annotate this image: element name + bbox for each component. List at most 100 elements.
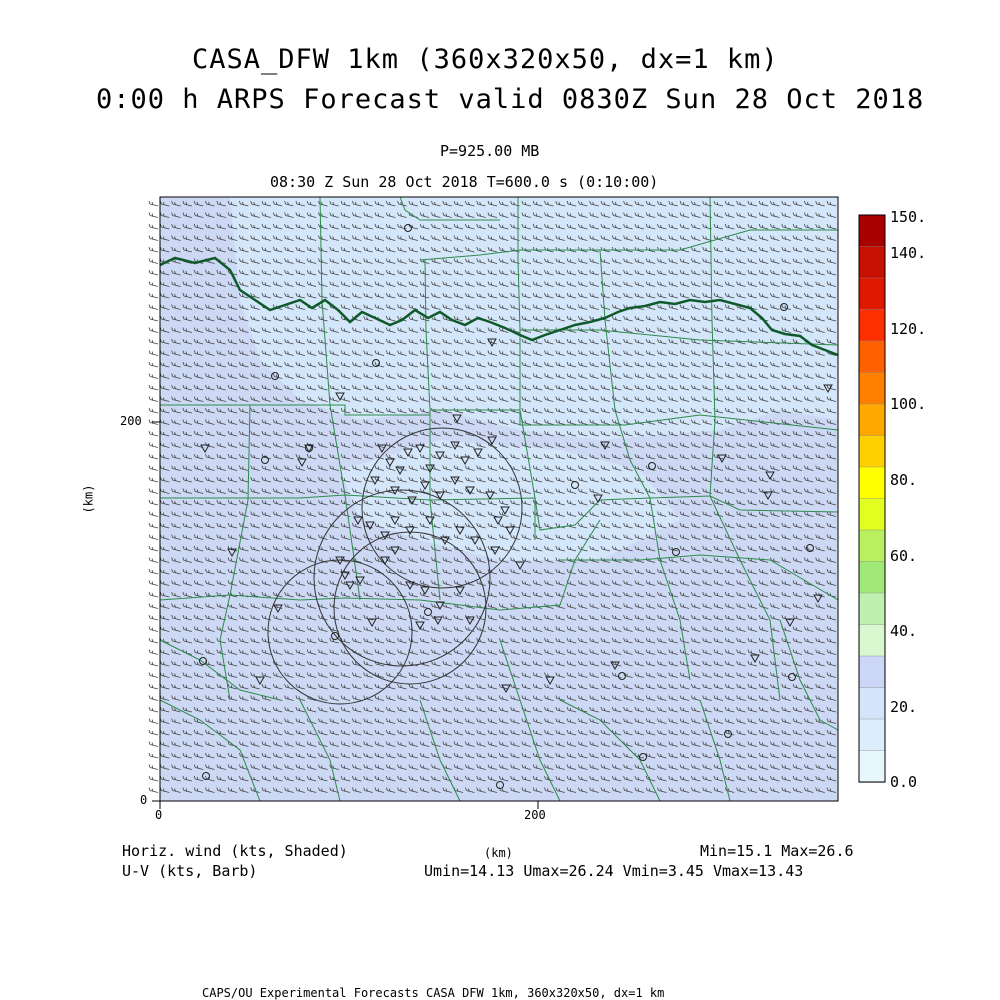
station-triangle: [390, 516, 400, 526]
station-triangle: [717, 454, 727, 464]
station-triangle: [763, 491, 773, 501]
colorbar-segment: [858, 592, 886, 626]
station-circle: [424, 608, 432, 616]
colorbar-segment: [858, 466, 886, 500]
station-circle: [199, 657, 207, 665]
colorbar-label: 150.: [890, 208, 927, 226]
station-circle: [639, 753, 647, 761]
colorbar-segment: [858, 718, 886, 752]
county-boundary: [517, 197, 536, 540]
colorbar-segment: [858, 624, 886, 657]
station-triangle: [390, 546, 400, 556]
y-tick-label-0: 0: [140, 793, 148, 807]
radar-range-circle-3: [267, 559, 413, 705]
station-triangle: [297, 458, 307, 468]
station-triangle: [415, 444, 425, 454]
station-circle: [724, 730, 732, 738]
station-triangle: [335, 392, 345, 402]
station-triangle: [380, 556, 390, 566]
county-boundary: [419, 699, 461, 802]
radar-range-circle-4: [333, 531, 487, 685]
uv-min-max-label: Umin=14.13 Umax=26.24 Vmin=3.45 Vmax=13.…: [424, 862, 804, 880]
title-line-2: 0:00 h ARPS Forecast valid 0830Z Sun 28 …: [96, 84, 925, 115]
county-boundary: [699, 699, 731, 802]
station-triangle: [345, 581, 355, 591]
colorbar-segment: [858, 498, 886, 531]
colorbar-segment: [858, 372, 886, 405]
county-boundary: [424, 259, 441, 601]
station-triangle: [440, 536, 450, 546]
colorbar-segment: [858, 214, 886, 248]
county-boundary: [600, 229, 838, 251]
colorbar-label: 0.0: [890, 773, 918, 791]
county-boundary: [299, 699, 341, 802]
station-circle: [780, 303, 788, 311]
credits-label: CAPS/OU Experimental Forecasts CASA DFW …: [202, 986, 665, 1000]
station-circle: [672, 548, 680, 556]
station-triangle: [610, 661, 620, 671]
station-triangle: [435, 601, 445, 611]
shaded-variable-label: Horiz. wind (kts, Shaded): [122, 842, 348, 860]
station-triangle: [465, 486, 475, 496]
station-triangle: [433, 616, 443, 626]
x-tick-label-200: 200: [524, 808, 546, 822]
colorbar-segment: [858, 750, 886, 783]
colorbar-segment: [858, 655, 886, 689]
station-circle: [806, 544, 814, 552]
station-triangle: [367, 618, 377, 628]
colorbar-label: 20.: [890, 698, 918, 716]
station-circle: [788, 673, 796, 681]
station-triangle: [452, 414, 462, 424]
station-triangle: [600, 441, 610, 451]
station-circle: [331, 632, 339, 640]
station-triangle: [435, 491, 445, 501]
station-triangle: [227, 548, 237, 558]
county-boundary: [319, 196, 361, 601]
station-triangle: [403, 448, 413, 458]
radar-range-circle-1: [361, 427, 523, 589]
station-triangle: [500, 506, 510, 516]
station-triangle: [813, 594, 823, 604]
county-boundary: [159, 519, 601, 611]
county-boundary: [160, 404, 839, 431]
x-tick-label-0: 0: [155, 808, 163, 822]
colorbar-segment: [858, 340, 886, 374]
station-triangle: [273, 604, 283, 614]
light-wind-region-center: [340, 440, 680, 560]
station-triangle: [415, 621, 425, 631]
station-triangle: [405, 581, 415, 591]
station-triangle: [435, 451, 445, 461]
station-triangle: [505, 526, 515, 536]
colorbar-label: 80.: [890, 471, 918, 489]
title-line-1: CASA_DFW 1km (360x320x50, dx=1 km): [192, 44, 779, 75]
station-circle: [571, 481, 579, 489]
station-triangle: [450, 441, 460, 451]
x-axis-label: (km): [484, 846, 513, 860]
station-triangle: [420, 481, 430, 491]
station-triangle: [425, 464, 435, 474]
valid-time: 08:30 Z Sun 28 Oct 2018 T=600.0 s (0:10:…: [270, 173, 659, 191]
pressure-level: P=925.00 MB: [440, 142, 540, 160]
red-river: [159, 256, 839, 357]
colorbar-segment: [858, 529, 886, 563]
station-triangle: [473, 448, 483, 458]
station-triangle: [335, 556, 345, 566]
colorbar-segment: [858, 403, 886, 437]
county-boundary: [599, 249, 691, 681]
station-triangle: [353, 516, 363, 526]
county-boundary: [559, 699, 661, 802]
station-circle: [261, 456, 269, 464]
y-tick-label-200: 200: [120, 414, 142, 428]
map-frame: [159, 196, 839, 802]
station-circle: [305, 444, 313, 452]
station-triangle: [407, 496, 417, 506]
station-triangle: [450, 476, 460, 486]
colorbar-label: 60.: [890, 547, 918, 565]
station-circle: [271, 372, 279, 380]
colorbar-segment: [858, 687, 886, 720]
station-triangle: [355, 576, 365, 586]
station-triangle: [515, 561, 525, 571]
station-triangle: [365, 521, 375, 531]
station-circle: [202, 772, 210, 780]
